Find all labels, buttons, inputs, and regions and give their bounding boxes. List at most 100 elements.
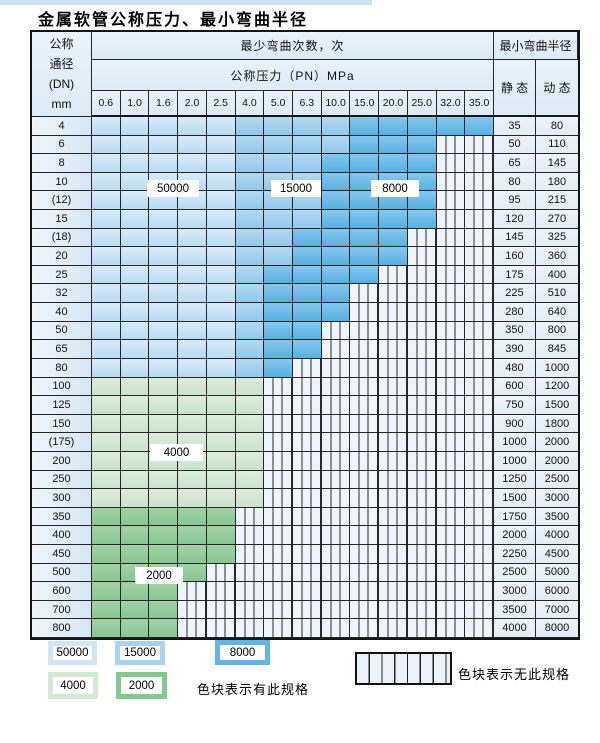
no-spec-cell — [407, 507, 437, 527]
no-spec-cell — [264, 507, 293, 527]
static-radius-cell: 95 — [493, 191, 536, 211]
spec-cell — [120, 414, 150, 434]
static-radius-cell: 1750 — [493, 507, 536, 527]
no-spec-cell — [407, 321, 437, 341]
spec-cell — [350, 247, 380, 266]
spec-cell — [178, 210, 207, 229]
no-spec-cell — [465, 526, 494, 545]
no-spec-cell — [264, 414, 293, 434]
page-title: 金属软管公称压力、最小弯曲半径 — [38, 10, 309, 29]
no-spec-cell — [292, 619, 322, 638]
spec-cell — [149, 470, 179, 490]
spec-cell — [465, 117, 494, 136]
spec-cell — [92, 154, 121, 173]
spec-cell — [120, 507, 150, 527]
no-spec-cell — [321, 321, 351, 341]
spec-cell — [292, 321, 322, 341]
legend-swatch-label: 8000 — [220, 645, 265, 660]
no-spec-cell — [321, 451, 351, 471]
pressure-column-header: 20.0 — [379, 91, 408, 117]
no-spec-cell — [465, 265, 494, 285]
no-spec-cell — [407, 284, 437, 304]
no-spec-cell — [379, 451, 408, 471]
spec-cell — [120, 191, 150, 211]
spec-cell — [235, 303, 265, 322]
no-spec-cell — [465, 172, 494, 192]
dn-cell: 400 — [32, 526, 92, 545]
dynamic-radius-cell: 1500 — [535, 396, 578, 415]
spec-cell — [206, 284, 236, 304]
no-spec-cell — [264, 563, 293, 583]
no-spec-cell — [321, 433, 351, 452]
dn-cell: 40 — [32, 303, 92, 322]
no-spec-cell — [264, 526, 293, 545]
spec-cell — [92, 451, 121, 471]
no-spec-cell — [379, 563, 408, 583]
spec-cell — [407, 210, 437, 229]
no-spec-cell — [321, 396, 351, 415]
spec-cell — [149, 340, 179, 359]
no-spec-cell — [407, 526, 437, 545]
spec-cell — [264, 210, 293, 229]
dn-cell: 250 — [32, 470, 92, 490]
no-spec-cell — [292, 563, 322, 583]
pressure-column-header: 35.0 — [465, 91, 494, 117]
legend-swatch-label: 50000 — [53, 646, 92, 660]
no-spec-cell — [350, 526, 380, 545]
no-spec-cell — [235, 582, 265, 601]
spec-cell — [292, 228, 322, 248]
no-spec-cell — [436, 154, 466, 173]
spec-cell — [235, 210, 265, 229]
spec-cell — [120, 451, 150, 471]
spec-cell — [149, 228, 179, 248]
static-radius-cell: 750 — [493, 396, 536, 415]
spec-cell — [120, 544, 150, 564]
spec-cell — [92, 414, 121, 434]
spec-cell — [292, 303, 322, 322]
no-spec-cell — [350, 563, 380, 583]
no-spec-cell — [292, 544, 322, 564]
pressure-column-header: 10.0 — [321, 91, 351, 117]
no-spec-cell — [350, 396, 380, 415]
spec-cell — [379, 135, 408, 155]
static-radius-cell: 225 — [493, 284, 536, 304]
no-spec-cell — [350, 321, 380, 341]
static-radius-cell: 1000 — [493, 433, 536, 452]
spec-cell — [235, 451, 265, 471]
no-spec-cell — [321, 563, 351, 583]
spec-cell — [178, 414, 207, 434]
dynamic-radius-cell: 5000 — [535, 563, 578, 583]
no-spec-cell — [292, 526, 322, 545]
static-radius-cell: 3000 — [493, 582, 536, 601]
no-spec-cell — [407, 377, 437, 397]
spec-cell — [120, 303, 150, 322]
region-label: 2000 — [135, 567, 183, 584]
spec-cell — [92, 191, 121, 211]
no-spec-cell — [350, 303, 380, 322]
no-spec-cell — [235, 544, 265, 564]
spec-cell — [436, 117, 466, 136]
no-spec-cell — [465, 358, 494, 378]
no-spec-cell — [379, 340, 408, 359]
spec-cell — [178, 247, 207, 266]
dn-column-header: 公称 通径 (DN) mm — [32, 32, 92, 117]
spec-cell — [235, 228, 265, 248]
spec-cell — [264, 154, 293, 173]
no-spec-cell — [436, 377, 466, 397]
dynamic-radius-cell: 145 — [535, 154, 578, 173]
legend-swatch: 2000 — [116, 672, 167, 699]
spec-cell — [92, 526, 121, 545]
spec-cell — [149, 358, 179, 378]
no-spec-cell — [436, 470, 466, 490]
no-spec-cell — [407, 340, 437, 359]
static-radius-cell: 480 — [493, 358, 536, 378]
spec-cell — [120, 172, 150, 192]
spec-cell — [149, 600, 179, 620]
spec-cell — [149, 544, 179, 564]
no-spec-cell — [235, 526, 265, 545]
no-spec-cell — [350, 470, 380, 490]
no-spec-cell — [379, 321, 408, 341]
no-spec-cell — [465, 377, 494, 397]
no-spec-cell — [321, 619, 351, 638]
spec-cell — [379, 117, 408, 136]
